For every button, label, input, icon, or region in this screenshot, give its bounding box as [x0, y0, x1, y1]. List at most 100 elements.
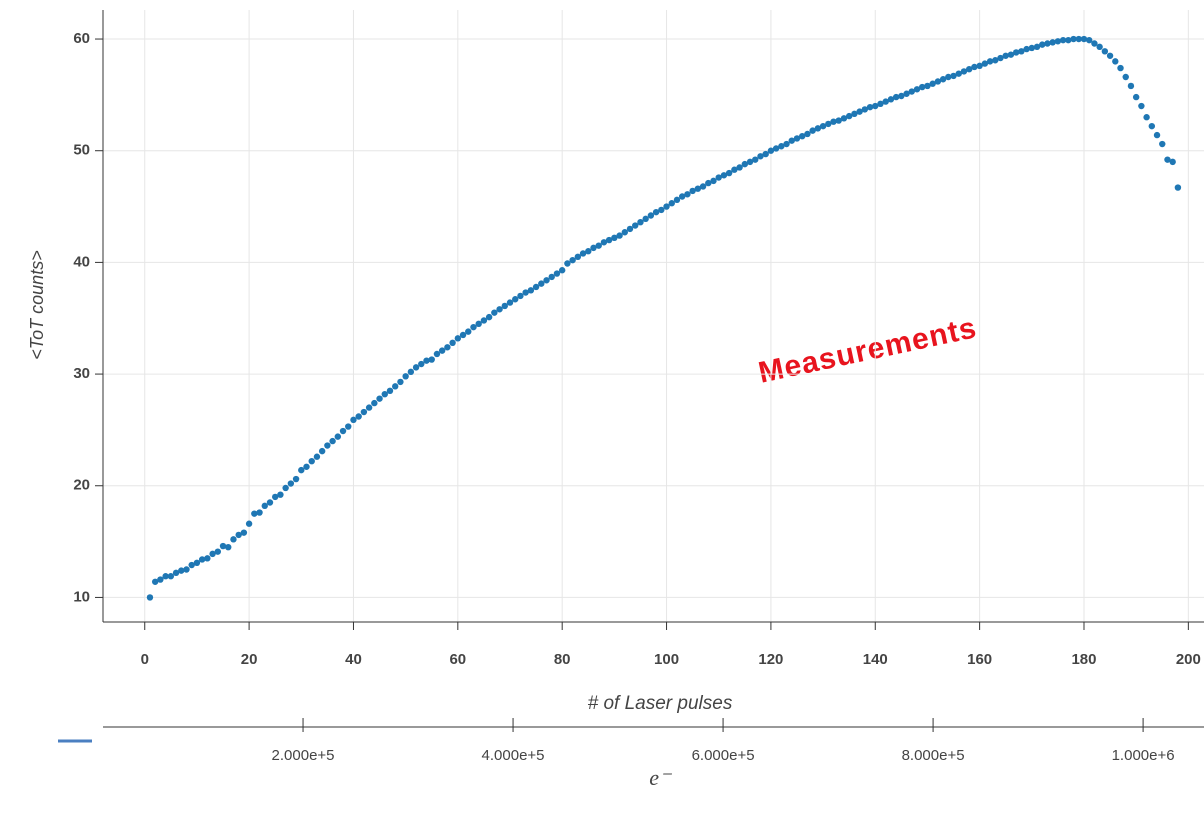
point — [1086, 36, 1093, 44]
point — [830, 118, 837, 125]
point — [736, 164, 743, 171]
point — [1122, 73, 1129, 81]
point — [496, 306, 503, 313]
point — [412, 364, 420, 371]
point — [423, 357, 430, 364]
x-tick-label: 20 — [241, 651, 258, 668]
point — [1059, 36, 1067, 44]
point — [632, 222, 639, 229]
point — [799, 132, 806, 140]
x-tick-label: 80 — [554, 651, 571, 668]
point — [1143, 114, 1150, 121]
point — [1028, 44, 1036, 52]
point — [684, 191, 691, 198]
point — [814, 125, 822, 132]
point — [788, 137, 795, 144]
point — [235, 531, 242, 539]
point — [637, 218, 644, 226]
point — [1007, 51, 1015, 58]
point — [230, 536, 237, 543]
point — [527, 287, 535, 294]
point — [298, 466, 305, 474]
point — [699, 183, 707, 190]
y-axis-label: <ToT counts> — [27, 250, 47, 359]
point — [198, 556, 206, 563]
annotation: Measurements — [756, 311, 980, 389]
point — [1002, 52, 1009, 59]
point — [1164, 156, 1171, 163]
point — [668, 200, 675, 207]
point — [835, 117, 842, 124]
point — [1127, 82, 1135, 90]
x2-tick-label: 8.000e+5 — [902, 747, 965, 764]
point — [360, 408, 368, 416]
point — [392, 383, 399, 390]
point — [543, 277, 550, 284]
point — [277, 491, 284, 498]
point — [449, 339, 456, 347]
point — [397, 378, 404, 386]
point — [1148, 122, 1156, 130]
point — [240, 529, 248, 536]
point — [491, 309, 498, 316]
point — [334, 433, 342, 440]
point — [861, 106, 869, 113]
point — [960, 68, 968, 75]
point — [475, 320, 482, 328]
point — [553, 270, 561, 277]
point — [548, 273, 555, 281]
point — [532, 283, 540, 291]
point — [418, 360, 425, 368]
point — [517, 292, 524, 300]
point — [162, 573, 169, 580]
point — [710, 177, 717, 185]
point — [872, 102, 879, 110]
point — [381, 390, 388, 398]
point — [339, 427, 347, 435]
point — [825, 120, 832, 128]
y-tick-label: 40 — [73, 253, 90, 270]
point — [1054, 38, 1062, 45]
point — [678, 193, 686, 200]
point — [313, 453, 321, 460]
point — [715, 174, 722, 181]
point — [934, 78, 942, 85]
point — [720, 172, 728, 179]
x-tick-label: 100 — [654, 651, 679, 668]
x-tick-label: 60 — [449, 651, 466, 668]
point — [772, 145, 780, 152]
point — [705, 179, 712, 187]
point — [1132, 93, 1140, 101]
x2-tick-label: 4.000e+5 — [482, 747, 545, 764]
y-tick-label: 30 — [73, 365, 90, 382]
point — [303, 463, 310, 470]
point — [1018, 48, 1025, 55]
point — [444, 344, 451, 351]
y-tick-label: 10 — [73, 588, 90, 605]
point — [804, 130, 811, 138]
point — [318, 447, 326, 455]
point — [845, 112, 853, 120]
point — [616, 232, 623, 239]
point — [647, 212, 655, 219]
point — [1039, 41, 1046, 48]
point — [465, 328, 472, 335]
point — [146, 594, 154, 601]
point — [329, 437, 336, 445]
point — [955, 70, 962, 77]
point — [652, 208, 660, 216]
point — [355, 413, 362, 420]
point — [512, 296, 519, 303]
point — [1117, 64, 1124, 72]
point — [183, 566, 190, 573]
x-tick-label: 180 — [1071, 651, 1096, 668]
x2-tick-label: 1.000e+6 — [1112, 747, 1175, 764]
point — [877, 100, 884, 108]
point — [1106, 52, 1114, 59]
point — [746, 158, 754, 166]
point — [1169, 158, 1176, 166]
point — [214, 548, 221, 555]
point — [976, 62, 983, 70]
point — [402, 373, 409, 380]
